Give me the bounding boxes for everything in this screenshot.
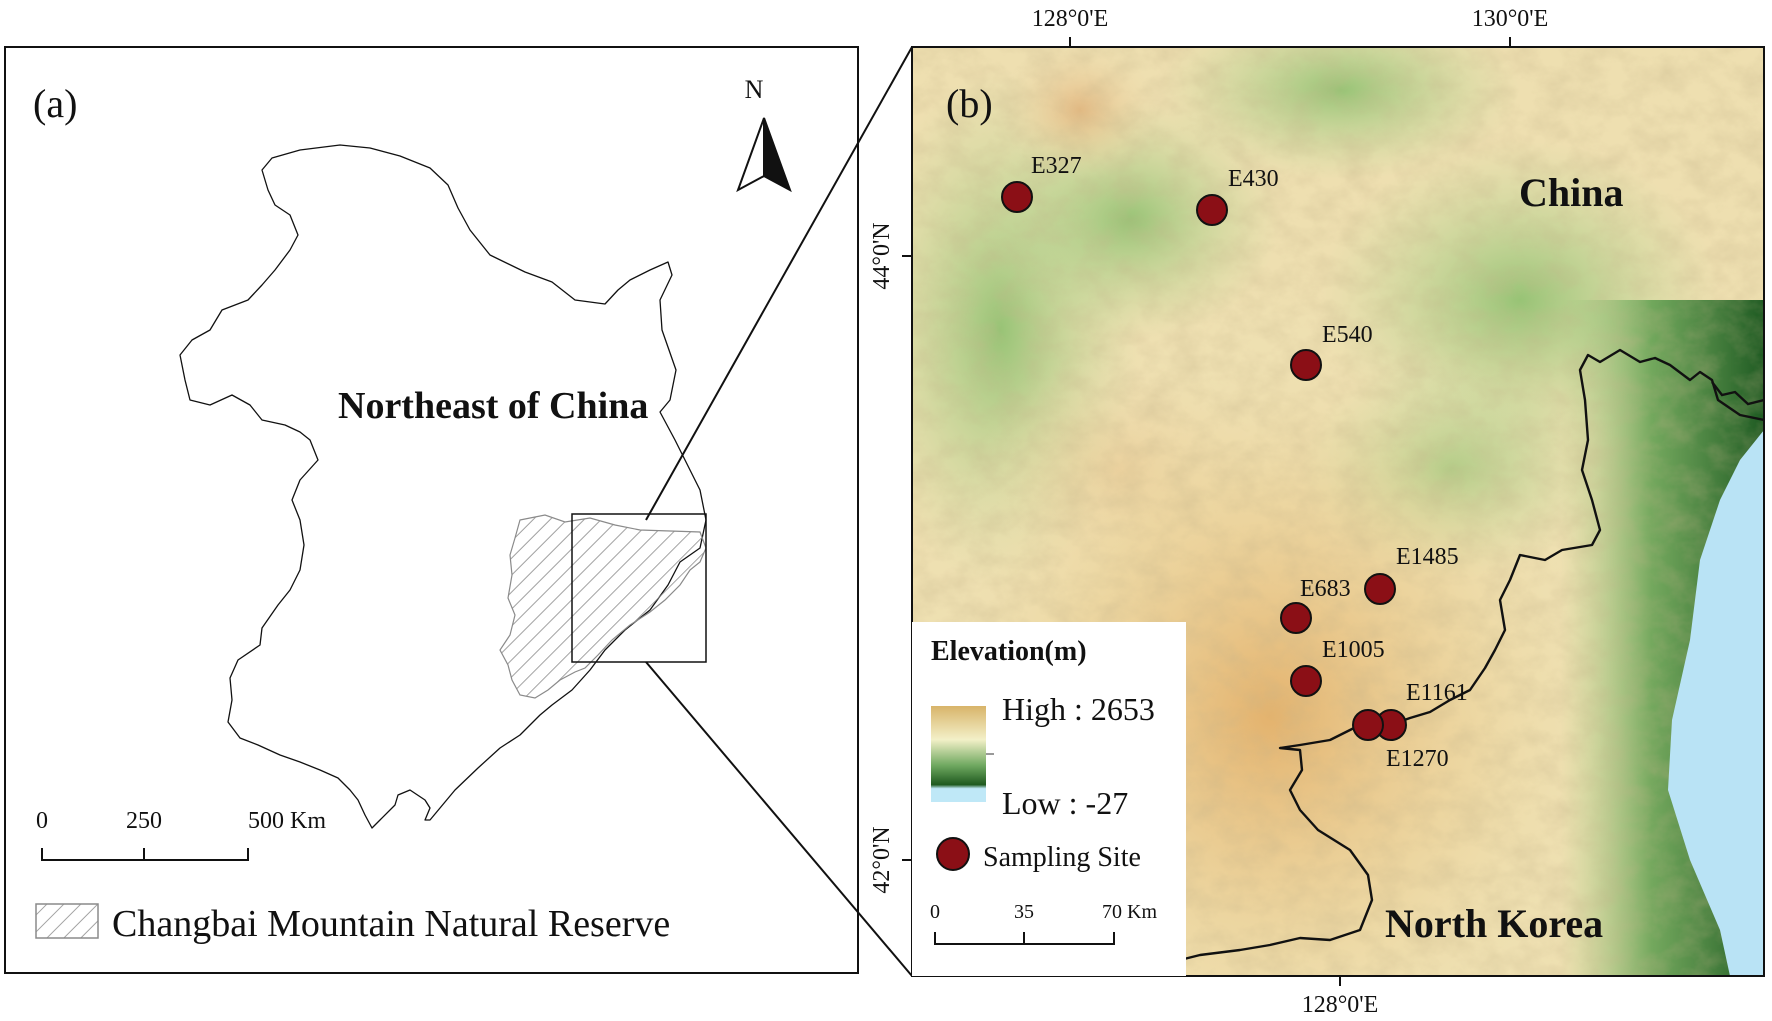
site-marker [1280, 602, 1312, 634]
left-lat-label-44: 44°0'N [869, 222, 895, 289]
site-label: E1005 [1322, 637, 1385, 663]
site-label: E1270 [1386, 746, 1449, 772]
hatched-swatch-icon [35, 903, 99, 939]
site-e327: E327 [1001, 153, 1082, 213]
scale-a-tick-1: 250 [126, 808, 162, 834]
north-korea-label: North Korea [1385, 901, 1603, 946]
scale-bar-b: 0 35 70 Km [930, 901, 1157, 945]
inset-extent-box [571, 513, 707, 663]
elevation-map [912, 47, 1764, 976]
legend-a: Changbai Mountain Natural Reserve [35, 903, 670, 945]
svg-text:N: N [745, 75, 764, 104]
site-label: E540 [1322, 322, 1373, 348]
site-marker [1001, 181, 1033, 213]
north-arrow-icon: N [736, 75, 792, 193]
legend-b: Elevation(m) High : 2653 Low : -27 Sampl… [912, 622, 1186, 976]
scale-b-tick-0: 0 [930, 901, 940, 923]
legend-b-site-label: Sampling Site [983, 842, 1141, 873]
top-lon-label-128: 128°0'E [1032, 6, 1109, 32]
site-e1485: E1485 [1364, 544, 1459, 605]
site-marker [1290, 665, 1322, 697]
connector-line-top [645, 46, 913, 521]
panel-b-label: (b) [946, 81, 993, 126]
site-e1005: E1005 [1290, 637, 1385, 697]
sea-area [1668, 430, 1764, 976]
site-label: E1161 [1406, 680, 1468, 706]
site-label: E327 [1031, 153, 1082, 179]
scale-b-tick-2: 70 Km [1102, 901, 1157, 923]
site-e1161: E1161 [1375, 680, 1468, 741]
legend-b-low: Low : -27 [1002, 785, 1128, 821]
site-marker [1290, 349, 1322, 381]
panel-b: (b) China North Korea 128°0'E 130°0'E 12… [869, 6, 1765, 1018]
legend-a-label: Changbai Mountain Natural Reserve [112, 903, 670, 945]
panel-b-frame [911, 46, 1765, 977]
elevation-ramp-swatch [931, 706, 986, 802]
scale-a-tick-2: 500 Km [248, 808, 326, 834]
site-label: E1485 [1396, 544, 1459, 570]
panel-a-label: (a) [33, 81, 77, 126]
site-marker [1352, 709, 1384, 741]
border-line-ne [1711, 381, 1764, 406]
site-e540: E540 [1290, 322, 1373, 381]
site-e430: E430 [1196, 166, 1279, 226]
region-label: Northeast of China [338, 385, 648, 427]
site-marker [1196, 194, 1228, 226]
panel-a: (a) Northeast of China N 0 250 500 Km Ch… [4, 46, 859, 974]
site-marker [1364, 573, 1396, 605]
china-label: China [1519, 170, 1624, 215]
border-line [1059, 348, 1764, 976]
legend-b-high: High : 2653 [1002, 691, 1155, 727]
site-e683: E683 [1280, 576, 1351, 634]
site-e1270: E1270 [1352, 709, 1449, 772]
sampling-site-icon [936, 837, 970, 871]
scale-bar-a: 0 250 500 Km [36, 808, 326, 861]
legend-b-title: Elevation(m) [931, 636, 1087, 667]
top-lon-label-130: 130°0'E [1472, 6, 1549, 32]
scale-a-tick-0: 0 [36, 808, 48, 834]
connector-line-bottom [645, 661, 913, 977]
site-label: E683 [1300, 576, 1351, 602]
bottom-lon-label-128: 128°0'E [1302, 992, 1379, 1018]
site-label: E430 [1228, 166, 1279, 192]
left-lat-label-42: 42°0'N [869, 826, 895, 893]
scale-b-tick-1: 35 [1014, 901, 1034, 923]
